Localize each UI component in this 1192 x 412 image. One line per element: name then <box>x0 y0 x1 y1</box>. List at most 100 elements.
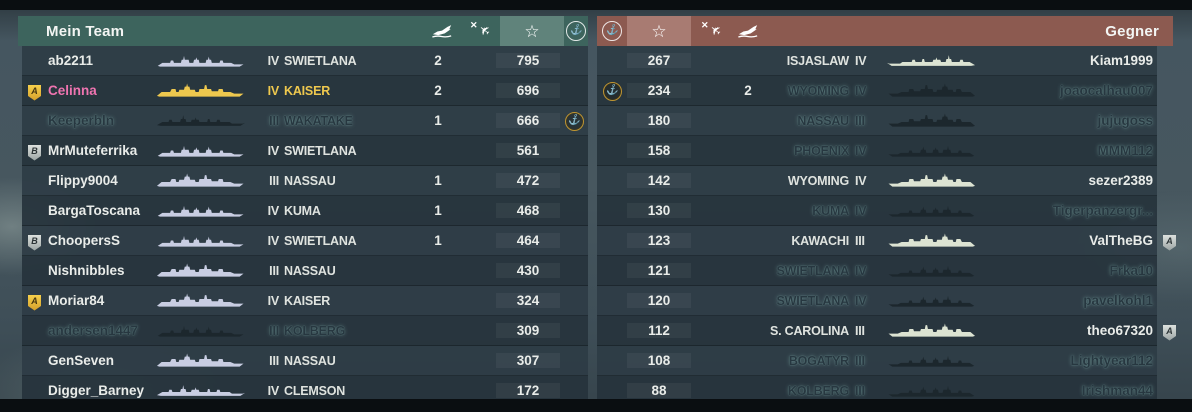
base-capture-cell: ⚓ <box>560 140 588 161</box>
base-capture-cell: ⚓ <box>597 170 627 191</box>
enemy-player-row: ⚓ 267 ISJASLAW IV Kiam1999 <box>597 46 1157 76</box>
ships-destroyed-count: 2 <box>434 83 442 98</box>
division-badge-cell: A <box>22 291 48 311</box>
base-capture-cell: ⚓ <box>597 350 627 371</box>
ship-tier: III <box>855 353 865 368</box>
ships-destroyed-count: 1 <box>434 173 442 188</box>
enemy-player-row: ⚓ 130 KUMA IV Tigerpanzergr... <box>597 196 1157 226</box>
enemy-player-row: ⚓ 234 2 WYOMING IV joaocalhau007 <box>597 76 1157 106</box>
ship-tier: IV <box>855 83 867 98</box>
base-capture-cell: ⚓ <box>597 290 627 311</box>
experience-score: 172 <box>496 383 560 398</box>
base-capture-cell: ⚓ <box>560 290 588 311</box>
base-capture-cell: ⚓ <box>560 260 588 281</box>
ship-name: KOLBERG <box>284 323 346 338</box>
ship-tier: III <box>269 353 279 368</box>
ship-tier: III <box>855 383 865 398</box>
friendly-player-row: A Moriar84 IV KAISER 324 ⚓ <box>22 286 588 316</box>
experience-score: 130 <box>627 203 691 218</box>
ship-silhouette <box>144 52 258 69</box>
ship-name: KOLBERG <box>787 383 849 398</box>
division-badge: A <box>1163 234 1176 251</box>
ship-tier: III <box>269 113 279 128</box>
ship-silhouette <box>144 112 258 129</box>
base-capture-column-header: ⚓ <box>564 16 588 46</box>
player-name: jujugoss <box>1097 113 1153 128</box>
division-badge: A <box>28 294 41 311</box>
player-name: MMM112 <box>1097 143 1153 158</box>
player-name: Digger_Barney <box>48 383 145 398</box>
ships-destroyed-column-header <box>424 16 460 46</box>
division-badge: A <box>28 84 41 101</box>
enemy-team-title: Gegner <box>1105 22 1159 40</box>
player-name: Flippy9004 <box>48 173 118 188</box>
player-name: Keeperbln <box>48 113 115 128</box>
experience-score: 561 <box>496 143 560 158</box>
ship-silhouette <box>877 82 985 99</box>
division-badge-cell <box>1163 110 1176 131</box>
ship-tier: IV <box>855 263 867 278</box>
experience-score: 121 <box>627 263 691 278</box>
anchor-wreath-icon: ⚓ <box>602 21 622 41</box>
experience-score: 324 <box>496 293 560 308</box>
friendly-player-row: Flippy9004 III NASSAU 1 472 ⚓ <box>22 166 588 196</box>
division-badge: B <box>28 144 41 161</box>
ship-name: SWIETLANA <box>776 293 850 308</box>
ship-tier: IV <box>855 53 867 68</box>
friendly-player-row: B ChoopersS IV SWIETLANA 1 464 ⚓ <box>22 226 588 256</box>
player-name: pavelkohl1 <box>1083 293 1153 308</box>
ship-tier: III <box>855 233 865 248</box>
ship-silhouette <box>144 292 258 309</box>
ship-tier: IV <box>855 143 867 158</box>
player-name: Nishnibbles <box>48 263 125 278</box>
sunk-ship-icon <box>431 24 453 39</box>
base-capture-cell: ⚓ <box>597 320 627 341</box>
ships-destroyed-count: 2 <box>434 53 442 68</box>
base-capture-cell: ⚓ <box>597 380 627 401</box>
ship-name: SWIETLANA <box>284 233 357 248</box>
ship-name: ISJASLAW <box>786 53 850 68</box>
experience-score: 472 <box>496 173 560 188</box>
ship-silhouette <box>877 292 985 309</box>
ship-name: SWIETLANA <box>284 53 357 68</box>
base-capture-cell: ⚓ <box>560 170 588 191</box>
experience-score: 795 <box>496 53 560 68</box>
experience-score: 430 <box>496 263 560 278</box>
friendly-player-row: ab2211 IV SWIETLANA 2 795 ⚓ <box>22 46 588 76</box>
experience-score: 123 <box>627 233 691 248</box>
base-capture-cell: ⚓ <box>597 140 627 161</box>
ships-destroyed-count: 1 <box>434 233 442 248</box>
ship-tier: IV <box>855 203 867 218</box>
experience-score: 120 <box>627 293 691 308</box>
friendly-player-row: Nishnibbles III NASSAU 430 ⚓ <box>22 256 588 286</box>
player-name: Tigerpanzergr... <box>1052 203 1153 218</box>
division-badge-cell <box>22 200 48 221</box>
friendly-player-row: GenSeven III NASSAU 307 ⚓ <box>22 346 588 376</box>
friendly-team-header: Mein Team ✕ ✈ ☆ ⚓ <box>18 16 588 46</box>
enemy-player-row: ⚓ 142 WYOMING IV sezer2389 <box>597 166 1157 196</box>
base-capture-cell: ⚓ <box>597 80 627 101</box>
ship-silhouette <box>877 202 985 219</box>
experience-score: 468 <box>496 203 560 218</box>
ship-name: KUMA <box>812 203 849 218</box>
experience-score: 234 <box>627 83 691 98</box>
division-badge-cell <box>22 380 48 401</box>
friendly-player-row: BargaToscana IV KUMA 1 468 ⚓ <box>22 196 588 226</box>
ship-tier: IV <box>855 293 867 308</box>
friendly-player-row: B MrMuteferrika IV SWIETLANA 561 ⚓ <box>22 136 588 166</box>
ship-silhouette <box>877 262 985 279</box>
player-name: BargaToscana <box>48 203 141 218</box>
division-badge-cell <box>1163 380 1176 401</box>
player-name: GenSeven <box>48 353 115 368</box>
ship-tier: IV <box>267 53 280 68</box>
ship-silhouette <box>144 382 258 399</box>
ship-silhouette <box>877 322 985 339</box>
ships-destroyed-count: 1 <box>434 113 442 128</box>
ship-silhouette <box>877 142 985 159</box>
base-capture-cell: ⚓ <box>597 260 627 281</box>
ship-silhouette <box>144 322 258 339</box>
experience-score: 267 <box>627 53 691 68</box>
ship-name: KAISER <box>284 83 331 98</box>
division-badge-cell <box>22 170 48 191</box>
experience-score: 696 <box>496 83 560 98</box>
